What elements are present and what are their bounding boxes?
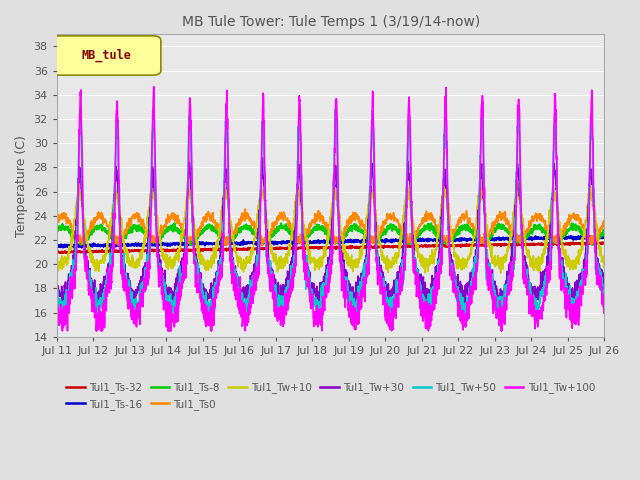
Title: MB Tule Tower: Tule Temps 1 (3/19/14-now): MB Tule Tower: Tule Temps 1 (3/19/14-now… (182, 15, 480, 29)
Text: MB_tule: MB_tule (81, 49, 131, 62)
Legend: Tul1_Ts-32, Tul1_Ts-16, Tul1_Ts-8, Tul1_Ts0, Tul1_Tw+10, Tul1_Tw+30, Tul1_Tw+50,: Tul1_Ts-32, Tul1_Ts-16, Tul1_Ts-8, Tul1_… (62, 378, 599, 414)
Y-axis label: Temperature (C): Temperature (C) (15, 135, 28, 237)
FancyBboxPatch shape (51, 36, 161, 75)
